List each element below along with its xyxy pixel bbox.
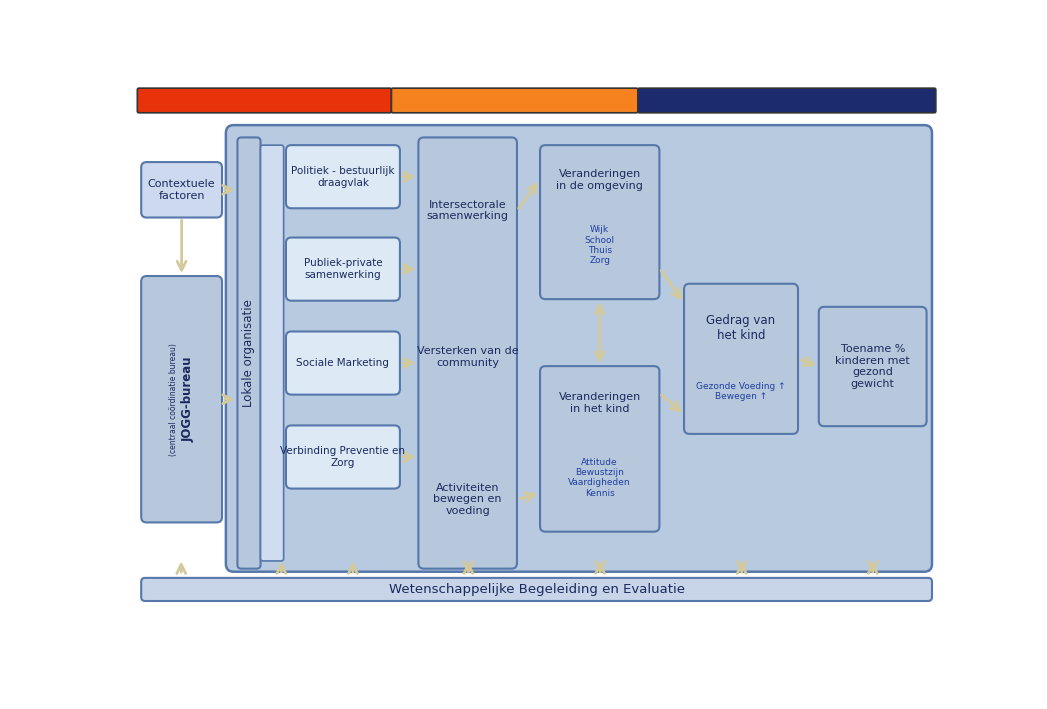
FancyBboxPatch shape [238, 138, 261, 569]
Text: Contextuele
factoren: Contextuele factoren [148, 179, 216, 201]
FancyBboxPatch shape [261, 145, 284, 561]
Text: Activiteiten
bewegen en
voeding: Activiteiten bewegen en voeding [433, 483, 502, 516]
Text: Publiek-private
samenwerking: Publiek-private samenwerking [304, 258, 382, 280]
Text: Gedrag van
het kind: Gedrag van het kind [707, 314, 776, 342]
FancyBboxPatch shape [141, 578, 932, 601]
Text: Gezonde Voeding ↑
Bewegen ↑: Gezonde Voeding ↑ Bewegen ↑ [696, 382, 786, 401]
FancyBboxPatch shape [286, 145, 400, 208]
FancyBboxPatch shape [540, 145, 660, 299]
FancyBboxPatch shape [392, 88, 638, 113]
Text: Wijk
School
Thuis
Zorg: Wijk School Thuis Zorg [584, 225, 615, 265]
FancyBboxPatch shape [226, 125, 932, 571]
Text: OUTPUT: OUTPUT [473, 91, 556, 109]
Text: JOGG-bureau: JOGG-bureau [181, 357, 195, 442]
Text: Lokale organisatie: Lokale organisatie [243, 299, 255, 407]
Text: INPUT: INPUT [233, 91, 295, 109]
FancyBboxPatch shape [286, 425, 400, 489]
FancyBboxPatch shape [286, 238, 400, 301]
Text: Politiek - bestuurlijk
draagvlak: Politiek - bestuurlijk draagvlak [291, 166, 395, 187]
Text: Veranderingen
in het kind: Veranderingen in het kind [559, 392, 641, 414]
FancyBboxPatch shape [141, 276, 222, 523]
Text: OUTCOME: OUTCOME [736, 91, 837, 109]
Text: Verbinding Preventie en
Zorg: Verbinding Preventie en Zorg [281, 446, 405, 468]
FancyBboxPatch shape [540, 366, 660, 532]
Text: Versterken van de
community: Versterken van de community [417, 346, 518, 368]
FancyBboxPatch shape [819, 307, 927, 426]
Text: Toename %
kinderen met
gezond
gewicht: Toename % kinderen met gezond gewicht [836, 344, 910, 389]
Text: (centraal coördinatie bureau): (centraal coördinatie bureau) [170, 343, 178, 456]
FancyBboxPatch shape [419, 138, 517, 569]
Text: Wetenschappelijke Begeleiding en Evaluatie: Wetenschappelijke Begeleiding en Evaluat… [388, 583, 685, 596]
FancyBboxPatch shape [684, 284, 798, 434]
FancyBboxPatch shape [141, 162, 222, 218]
Text: Sociale Marketing: Sociale Marketing [296, 358, 389, 368]
Text: Veranderingen
in de omgeving: Veranderingen in de omgeving [556, 169, 643, 191]
FancyBboxPatch shape [638, 88, 936, 113]
Text: Attitude
Bewustzijn
Vaardigheden
Kennis: Attitude Bewustzijn Vaardigheden Kennis [569, 458, 631, 498]
Text: Intersectorale
samenwerking: Intersectorale samenwerking [427, 200, 509, 221]
FancyBboxPatch shape [137, 88, 392, 113]
FancyBboxPatch shape [286, 332, 400, 395]
